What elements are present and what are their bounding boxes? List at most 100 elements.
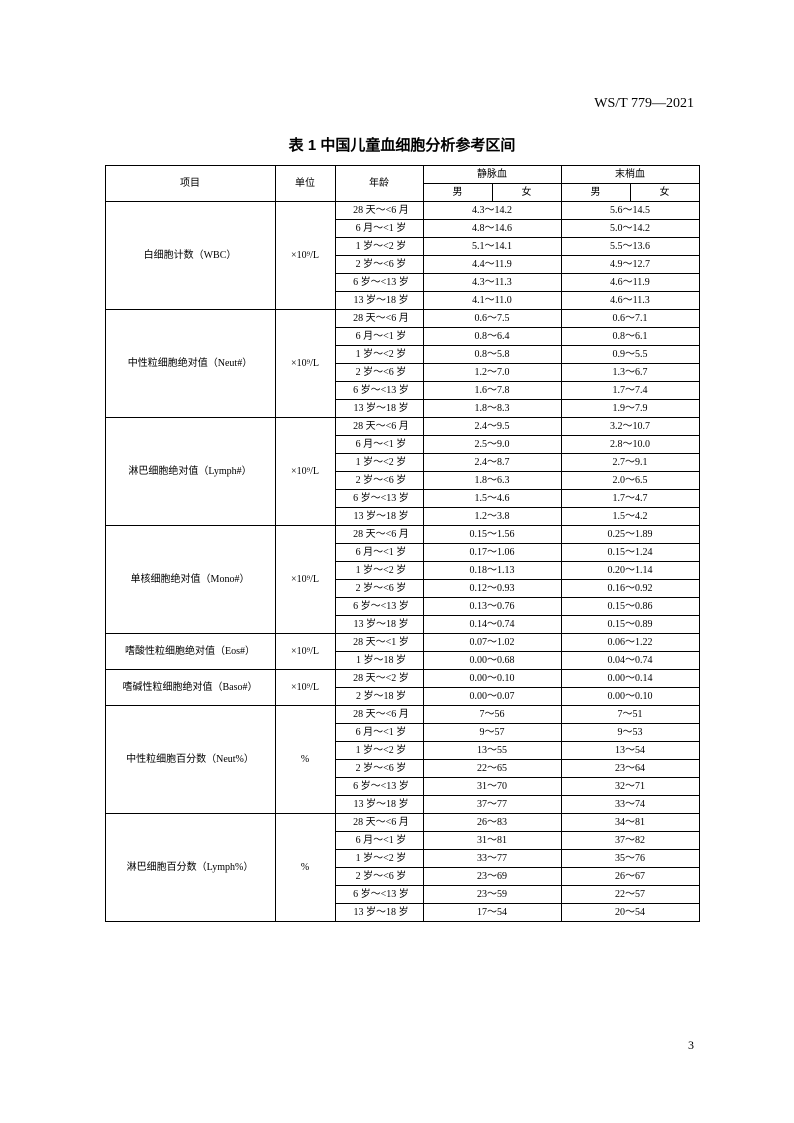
- cell-venous: 23～69: [423, 868, 561, 886]
- cell-capillary: 0.6～7.1: [561, 310, 699, 328]
- cell-unit: %: [275, 706, 335, 814]
- cell-item: 白细胞计数（WBC）: [105, 202, 275, 310]
- cell-age: 6 月～<1 岁: [335, 544, 423, 562]
- cell-capillary: 2.0～6.5: [561, 472, 699, 490]
- cell-venous: 26～83: [423, 814, 561, 832]
- table-row: 中性粒细胞绝对值（Neut#）×10⁹/L28 天～<6 月0.6～7.50.6…: [105, 310, 699, 328]
- cell-venous: 9～57: [423, 724, 561, 742]
- cell-capillary: 2.8～10.0: [561, 436, 699, 454]
- cell-age: 6 岁～<13 岁: [335, 490, 423, 508]
- reference-table: 项目 单位 年龄 静脉血 末梢血 男 女 男 女 白细胞计数（WBC）×10⁹/…: [105, 165, 700, 922]
- table-row: 白细胞计数（WBC）×10⁹/L28 天～<6 月4.3～14.25.6～14.…: [105, 202, 699, 220]
- cell-age: 6 月～<1 岁: [335, 220, 423, 238]
- cell-capillary: 35～76: [561, 850, 699, 868]
- cell-age: 28 天～<6 月: [335, 202, 423, 220]
- cell-age: 28 天～<6 月: [335, 814, 423, 832]
- cell-age: 28 天～<6 月: [335, 310, 423, 328]
- cell-age: 28 天～<1 岁: [335, 634, 423, 652]
- cell-age: 6 岁～<13 岁: [335, 598, 423, 616]
- cell-venous: 2.4～9.5: [423, 418, 561, 436]
- cell-capillary: 13～54: [561, 742, 699, 760]
- cell-venous: 1.2～7.0: [423, 364, 561, 382]
- cell-age: 28 天～<6 月: [335, 526, 423, 544]
- cell-venous: 0.00～0.07: [423, 688, 561, 706]
- cell-venous: 0.8～5.8: [423, 346, 561, 364]
- cell-item: 淋巴细胞百分数（Lymph%）: [105, 814, 275, 922]
- header-row-1: 项目 单位 年龄 静脉血 末梢血: [105, 166, 699, 184]
- cell-venous: 0.00～0.68: [423, 652, 561, 670]
- cell-venous: 33～77: [423, 850, 561, 868]
- cell-unit: ×10⁹/L: [275, 526, 335, 634]
- cell-capillary: 0.15～0.86: [561, 598, 699, 616]
- cell-venous: 4.4～11.9: [423, 256, 561, 274]
- cell-unit: ×10⁹/L: [275, 670, 335, 706]
- cell-age: 2 岁～<6 岁: [335, 580, 423, 598]
- cell-venous: 0.12～0.93: [423, 580, 561, 598]
- table-row: 嗜碱性粒细胞绝对值（Baso#）×10⁹/L28 天～<2 岁0.00～0.10…: [105, 670, 699, 688]
- cell-age: 1 岁～<2 岁: [335, 562, 423, 580]
- cell-capillary: 0.16～0.92: [561, 580, 699, 598]
- cell-venous: 31～81: [423, 832, 561, 850]
- cell-capillary: 0.15～0.89: [561, 616, 699, 634]
- cell-item: 中性粒细胞绝对值（Neut#）: [105, 310, 275, 418]
- cell-age: 1 岁～18 岁: [335, 652, 423, 670]
- cell-age: 6 岁～<13 岁: [335, 382, 423, 400]
- page: WS/T 779—2021 表 1 中国儿童血细胞分析参考区间 项目 单位 年龄…: [0, 0, 794, 1123]
- cell-age: 6 岁～<13 岁: [335, 886, 423, 904]
- cell-capillary: 0.06～1.22: [561, 634, 699, 652]
- cell-venous: 23～59: [423, 886, 561, 904]
- col-capillary: 末梢血: [561, 166, 699, 184]
- cell-age: 28 天～<6 月: [335, 418, 423, 436]
- cell-age: 13 岁～18 岁: [335, 616, 423, 634]
- cell-age: 2 岁～<6 岁: [335, 868, 423, 886]
- cell-capillary: 4.6～11.3: [561, 292, 699, 310]
- cell-capillary: 5.6～14.5: [561, 202, 699, 220]
- cell-age: 28 天～<2 岁: [335, 670, 423, 688]
- cell-age: 2 岁～<6 岁: [335, 760, 423, 778]
- cell-venous: 2.4～8.7: [423, 454, 561, 472]
- cell-age: 1 岁～<2 岁: [335, 850, 423, 868]
- cell-venous: 13～55: [423, 742, 561, 760]
- cell-capillary: 33～74: [561, 796, 699, 814]
- cell-capillary: 1.3～6.7: [561, 364, 699, 382]
- table-row: 中性粒细胞百分数（Neut%）%28 天～<6 月7～567～51: [105, 706, 699, 724]
- cell-capillary: 0.8～6.1: [561, 328, 699, 346]
- cell-capillary: 32～71: [561, 778, 699, 796]
- cell-venous: 1.6～7.8: [423, 382, 561, 400]
- cell-age: 13 岁～18 岁: [335, 508, 423, 526]
- cell-age: 13 岁～18 岁: [335, 904, 423, 922]
- cell-venous: 0.07～1.02: [423, 634, 561, 652]
- cell-venous: 4.3～11.3: [423, 274, 561, 292]
- cell-age: 6 月～<1 岁: [335, 724, 423, 742]
- cell-capillary: 9～53: [561, 724, 699, 742]
- cell-capillary: 20～54: [561, 904, 699, 922]
- col-unit: 单位: [275, 166, 335, 202]
- col-age: 年龄: [335, 166, 423, 202]
- cell-venous: 17～54: [423, 904, 561, 922]
- cell-capillary: 37～82: [561, 832, 699, 850]
- doc-code: WS/T 779—2021: [594, 96, 694, 112]
- cell-capillary: 1.7～4.7: [561, 490, 699, 508]
- cell-venous: 0.6～7.5: [423, 310, 561, 328]
- table-title: 表 1 中国儿童血细胞分析参考区间: [100, 134, 704, 155]
- cell-unit: ×10⁹/L: [275, 418, 335, 526]
- cell-capillary: 5.0～14.2: [561, 220, 699, 238]
- cell-age: 13 岁～18 岁: [335, 400, 423, 418]
- cell-age: 2 岁～<6 岁: [335, 364, 423, 382]
- cell-item: 中性粒细胞百分数（Neut%）: [105, 706, 275, 814]
- cell-venous: 0.15～1.56: [423, 526, 561, 544]
- page-number: 3: [688, 1038, 694, 1053]
- table-row: 淋巴细胞百分数（Lymph%）%28 天～<6 月26～8334～81: [105, 814, 699, 832]
- cell-unit: %: [275, 814, 335, 922]
- cell-venous: 0.18～1.13: [423, 562, 561, 580]
- cell-capillary: 0.15～1.24: [561, 544, 699, 562]
- cell-capillary: 1.5～4.2: [561, 508, 699, 526]
- cell-capillary: 34～81: [561, 814, 699, 832]
- cell-age: 6 岁～<13 岁: [335, 778, 423, 796]
- cell-age: 1 岁～<2 岁: [335, 742, 423, 760]
- cell-age: 6 月～<1 岁: [335, 436, 423, 454]
- table-row: 淋巴细胞绝对值（Lymph#）×10⁹/L28 天～<6 月2.4～9.53.2…: [105, 418, 699, 436]
- cell-venous: 0.14～0.74: [423, 616, 561, 634]
- cell-venous: 22～65: [423, 760, 561, 778]
- table-row: 单核细胞绝对值（Mono#）×10⁹/L28 天～<6 月0.15～1.560.…: [105, 526, 699, 544]
